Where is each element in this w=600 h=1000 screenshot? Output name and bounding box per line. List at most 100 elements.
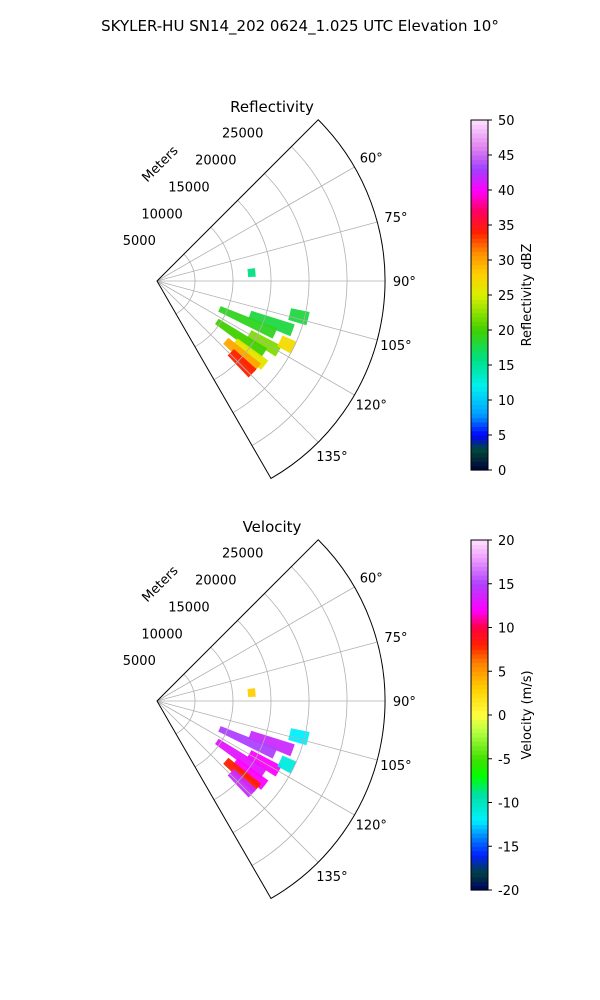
colorbar-segment	[471, 680, 488, 685]
radial-tick-label: 15000	[168, 180, 209, 195]
colorbar-segment	[471, 780, 488, 786]
radial-tick-label: 25000	[222, 547, 263, 562]
colorbar-segment	[471, 666, 488, 672]
colorbar-segment	[471, 846, 488, 852]
radial-tick-label: 10000	[141, 627, 182, 642]
colorbar-segment	[471, 693, 488, 699]
colorbar-segment	[471, 386, 488, 392]
colorbar-segment	[471, 885, 488, 891]
angle-tick-label: 75°	[384, 211, 407, 226]
colorbar-segment	[471, 566, 488, 572]
colorbar-segment	[471, 811, 488, 817]
colorbar-segment	[471, 876, 488, 882]
colorbar-tick-label: 15	[498, 359, 515, 374]
colorbar-segment	[471, 763, 488, 769]
colorbar-tick-label: -15	[498, 840, 519, 855]
colorbar-segment	[471, 233, 488, 239]
colorbar-segment	[471, 723, 488, 729]
colorbar-segment	[471, 802, 488, 808]
colorbar-segment	[471, 391, 488, 397]
colorbar-segment	[471, 338, 488, 344]
colorbar-tick-label: 35	[498, 219, 515, 234]
radial-tick-label: 5000	[123, 234, 156, 249]
colorbar-segment	[471, 312, 488, 318]
colorbar-segment	[471, 435, 488, 440]
colorbar-segment	[471, 365, 488, 370]
colorbar-segment	[471, 159, 488, 165]
colorbar-segment	[471, 146, 488, 152]
colorbar-segment	[471, 295, 488, 300]
grid-spoke	[156, 280, 319, 443]
radial-tick-label: 5000	[123, 654, 156, 669]
colorbar-tick-label: 10	[498, 394, 515, 409]
colorbar-segment	[471, 448, 488, 454]
colorbar-segment	[471, 456, 488, 462]
colorbar-tick-label: 45	[498, 149, 515, 164]
angle-tick-label: 60°	[360, 151, 383, 166]
colorbar-label: Velocity (m/s)	[520, 670, 535, 759]
colorbar-tick-label: 20	[498, 534, 515, 549]
echo-cell	[227, 768, 257, 798]
colorbar-segment	[471, 369, 488, 375]
colorbar-segment	[471, 211, 488, 217]
colorbar-segment	[471, 745, 488, 751]
colorbar-segment	[471, 321, 488, 327]
colorbar-segment	[471, 308, 488, 314]
colorbar-segment	[471, 325, 488, 331]
colorbar-segment	[471, 277, 488, 283]
echo-cell	[288, 308, 310, 326]
colorbar-segment	[471, 631, 488, 637]
sector-frame	[156, 119, 386, 480]
colorbar-segment	[471, 168, 488, 174]
colorbar: 0 5 10 15 20 25 30 35 40 45 50 Reflectivity dBZ	[470, 114, 535, 479]
colorbar-segment	[471, 150, 488, 156]
colorbar-segment	[471, 557, 488, 563]
colorbar-segment	[471, 785, 488, 790]
colorbar-segment	[471, 553, 488, 559]
grid-circle	[175, 673, 196, 735]
radial-tick-label: 10000	[141, 207, 182, 222]
colorbar-segment	[471, 452, 488, 458]
colorbar-segment	[471, 728, 488, 734]
echo-cell	[247, 268, 256, 278]
colorbar-segment	[471, 430, 488, 436]
colorbar-segment	[471, 268, 488, 274]
colorbar-tick-label: 30	[498, 254, 515, 269]
colorbar-segment	[471, 841, 488, 847]
colorbar-segment	[471, 255, 488, 261]
grid-spoke	[156, 700, 355, 816]
colorbar-segment	[471, 592, 488, 598]
colorbar-segment	[471, 701, 488, 707]
colorbar-segment	[471, 658, 488, 664]
colorbar-segment	[471, 260, 488, 265]
colorbar-segment	[471, 575, 488, 580]
colorbar-segment	[471, 465, 488, 471]
colorbar-segment	[471, 688, 488, 694]
colorbar-segment	[471, 649, 488, 655]
grid-spoke	[156, 641, 378, 702]
colorbar-segment	[471, 767, 488, 773]
colorbar-segment	[471, 316, 488, 322]
colorbar-segment	[471, 408, 488, 414]
colorbar-segment	[471, 461, 488, 467]
colorbar-segment	[471, 137, 488, 143]
colorbar-segment	[471, 636, 488, 642]
colorbar-segment	[471, 439, 488, 445]
colorbar-segment	[471, 120, 488, 125]
colorbar-segment	[471, 544, 488, 550]
colorbar-segment	[471, 400, 488, 405]
colorbar-segment	[471, 264, 488, 270]
colorbar-segment	[471, 833, 488, 839]
colorbar-segment	[471, 540, 488, 545]
panel-title: Reflectivity	[230, 98, 314, 116]
colorbar-tick-label: 20	[498, 324, 515, 339]
colorbar-segment	[471, 128, 488, 134]
colorbar-segment	[471, 207, 488, 213]
colorbar-segment	[471, 330, 488, 335]
echo-cell	[248, 730, 295, 757]
angle-tick-label: 135°	[316, 450, 347, 465]
grid-circle	[175, 253, 196, 315]
panels: Reflectivity60°75°90°105°120°135°5000100…	[123, 98, 535, 900]
colorbar-segment	[471, 653, 488, 659]
colorbar-segment	[471, 614, 488, 620]
